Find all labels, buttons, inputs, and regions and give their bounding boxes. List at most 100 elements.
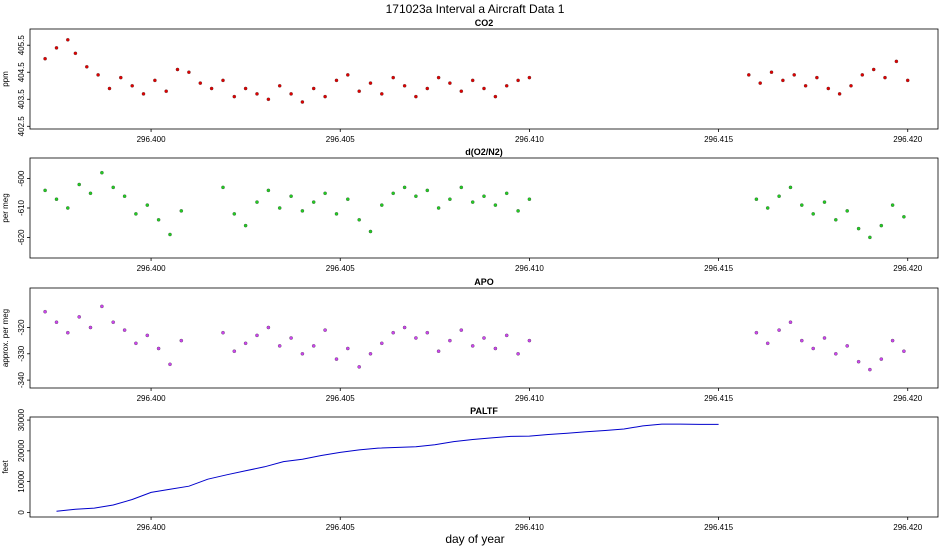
x-tick-label: 296.420 [893,135,922,144]
data-point [243,86,248,91]
data-point [145,203,150,207]
data-point [436,75,441,80]
data-point [334,357,339,361]
data-point [73,51,78,56]
data-point [781,78,785,83]
chart-title: 171023a Interval a Aircraft Data 1 [386,2,565,16]
data-point [788,320,793,324]
data-point [43,56,47,61]
panel-frame [29,287,939,389]
data-point [156,346,161,351]
data-point [493,203,498,207]
series-line [56,423,719,512]
data-point [788,185,793,190]
data-point [380,203,384,207]
data-point [834,352,838,356]
data-point [459,185,464,190]
data-point [883,75,887,80]
data-point [425,188,430,193]
data-point [130,84,134,88]
data-point [800,338,804,343]
panel-APO: APO approx. per meg -320 -330 -340 296.400 296… [1,277,939,403]
data-point [425,330,430,335]
data-point [414,336,418,340]
data-point [311,86,316,91]
panel-title: CO2 [475,18,494,28]
data-point [221,78,225,83]
data-point [894,59,899,64]
x-axis-label: day of year [445,532,504,546]
y-axis-label: feet [1,460,10,474]
data-point [334,78,339,83]
data-point [111,320,115,324]
data-point [187,70,191,74]
data-point [845,344,849,348]
x-tick-label: 296.400 [137,135,166,144]
data-point [747,73,751,77]
data-point [66,330,70,335]
data-point [357,89,361,93]
data-point [323,94,327,99]
data-point [346,197,350,201]
x-tick-label: 296.400 [137,264,166,273]
data-point [168,232,172,237]
data-point [300,209,305,213]
data-point [221,185,225,190]
data-point [792,73,796,77]
y-tick-label: -610 [17,199,26,216]
data-point [837,92,842,96]
y-tick-label: 20000 [17,439,26,462]
data-point [141,92,146,96]
data-point [868,235,872,240]
data-point [153,78,157,83]
data-point [493,346,498,351]
panel-CO2: CO2 ppm 402.5 403.5 404.5 405.5 296.400 296.405… [1,18,939,144]
data-point [777,194,781,198]
x-tick-label: 296.410 [515,523,544,532]
data-point [803,84,808,88]
data-point [255,200,259,204]
data-point [391,75,395,80]
data-point [516,209,520,213]
panel-PALTF: PALTF feet 0 10000 20000 30000 296.400 296.405 2… [1,406,939,532]
data-point [232,94,237,99]
y-tick-label: -600 [17,170,26,187]
data-point [300,100,305,104]
data-point [66,38,70,42]
data-point [436,349,441,353]
data-point [470,78,475,83]
data-point [164,89,168,93]
data-point [391,191,395,196]
data-point [88,191,93,196]
data-point [122,328,127,332]
data-point [905,78,910,83]
data-point [834,218,838,222]
x-tick-label: 296.420 [893,523,922,532]
data-point [527,197,532,201]
y-tick-label: -340 [17,372,26,389]
data-point [300,352,305,356]
data-point [482,336,486,340]
data-point [758,81,762,85]
data-point [266,325,271,330]
data-point [902,215,906,219]
data-point [168,362,172,367]
data-point [414,94,418,99]
x-tick-label: 296.405 [326,394,355,403]
data-point [255,92,259,96]
data-point [448,338,452,343]
data-point [368,81,373,85]
data-point [311,344,316,348]
data-point [77,315,81,319]
data-point [402,325,407,330]
data-point [516,352,520,356]
data-point [860,73,865,77]
data-point [856,359,861,364]
data-point [871,67,876,72]
data-point [277,344,282,348]
x-tick-label: 296.405 [326,135,355,144]
data-point [179,209,184,213]
data-point [43,188,47,193]
y-axis-label: approx. per meg [1,309,10,367]
data-point [890,203,895,207]
